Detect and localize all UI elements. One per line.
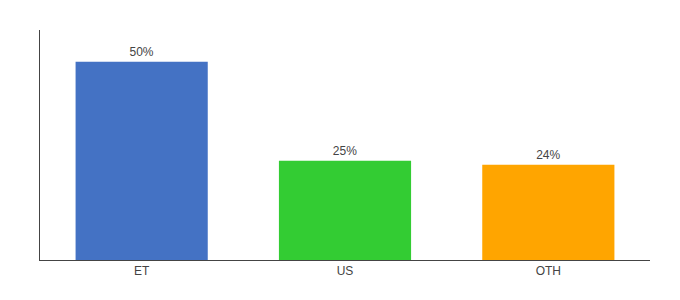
svg-text:OTH: OTH — [536, 264, 561, 278]
svg-text:50%: 50% — [129, 45, 153, 59]
svg-text:ET: ET — [134, 264, 150, 278]
svg-text:24%: 24% — [536, 148, 560, 162]
svg-text:25%: 25% — [333, 144, 357, 158]
svg-text:US: US — [337, 264, 354, 278]
